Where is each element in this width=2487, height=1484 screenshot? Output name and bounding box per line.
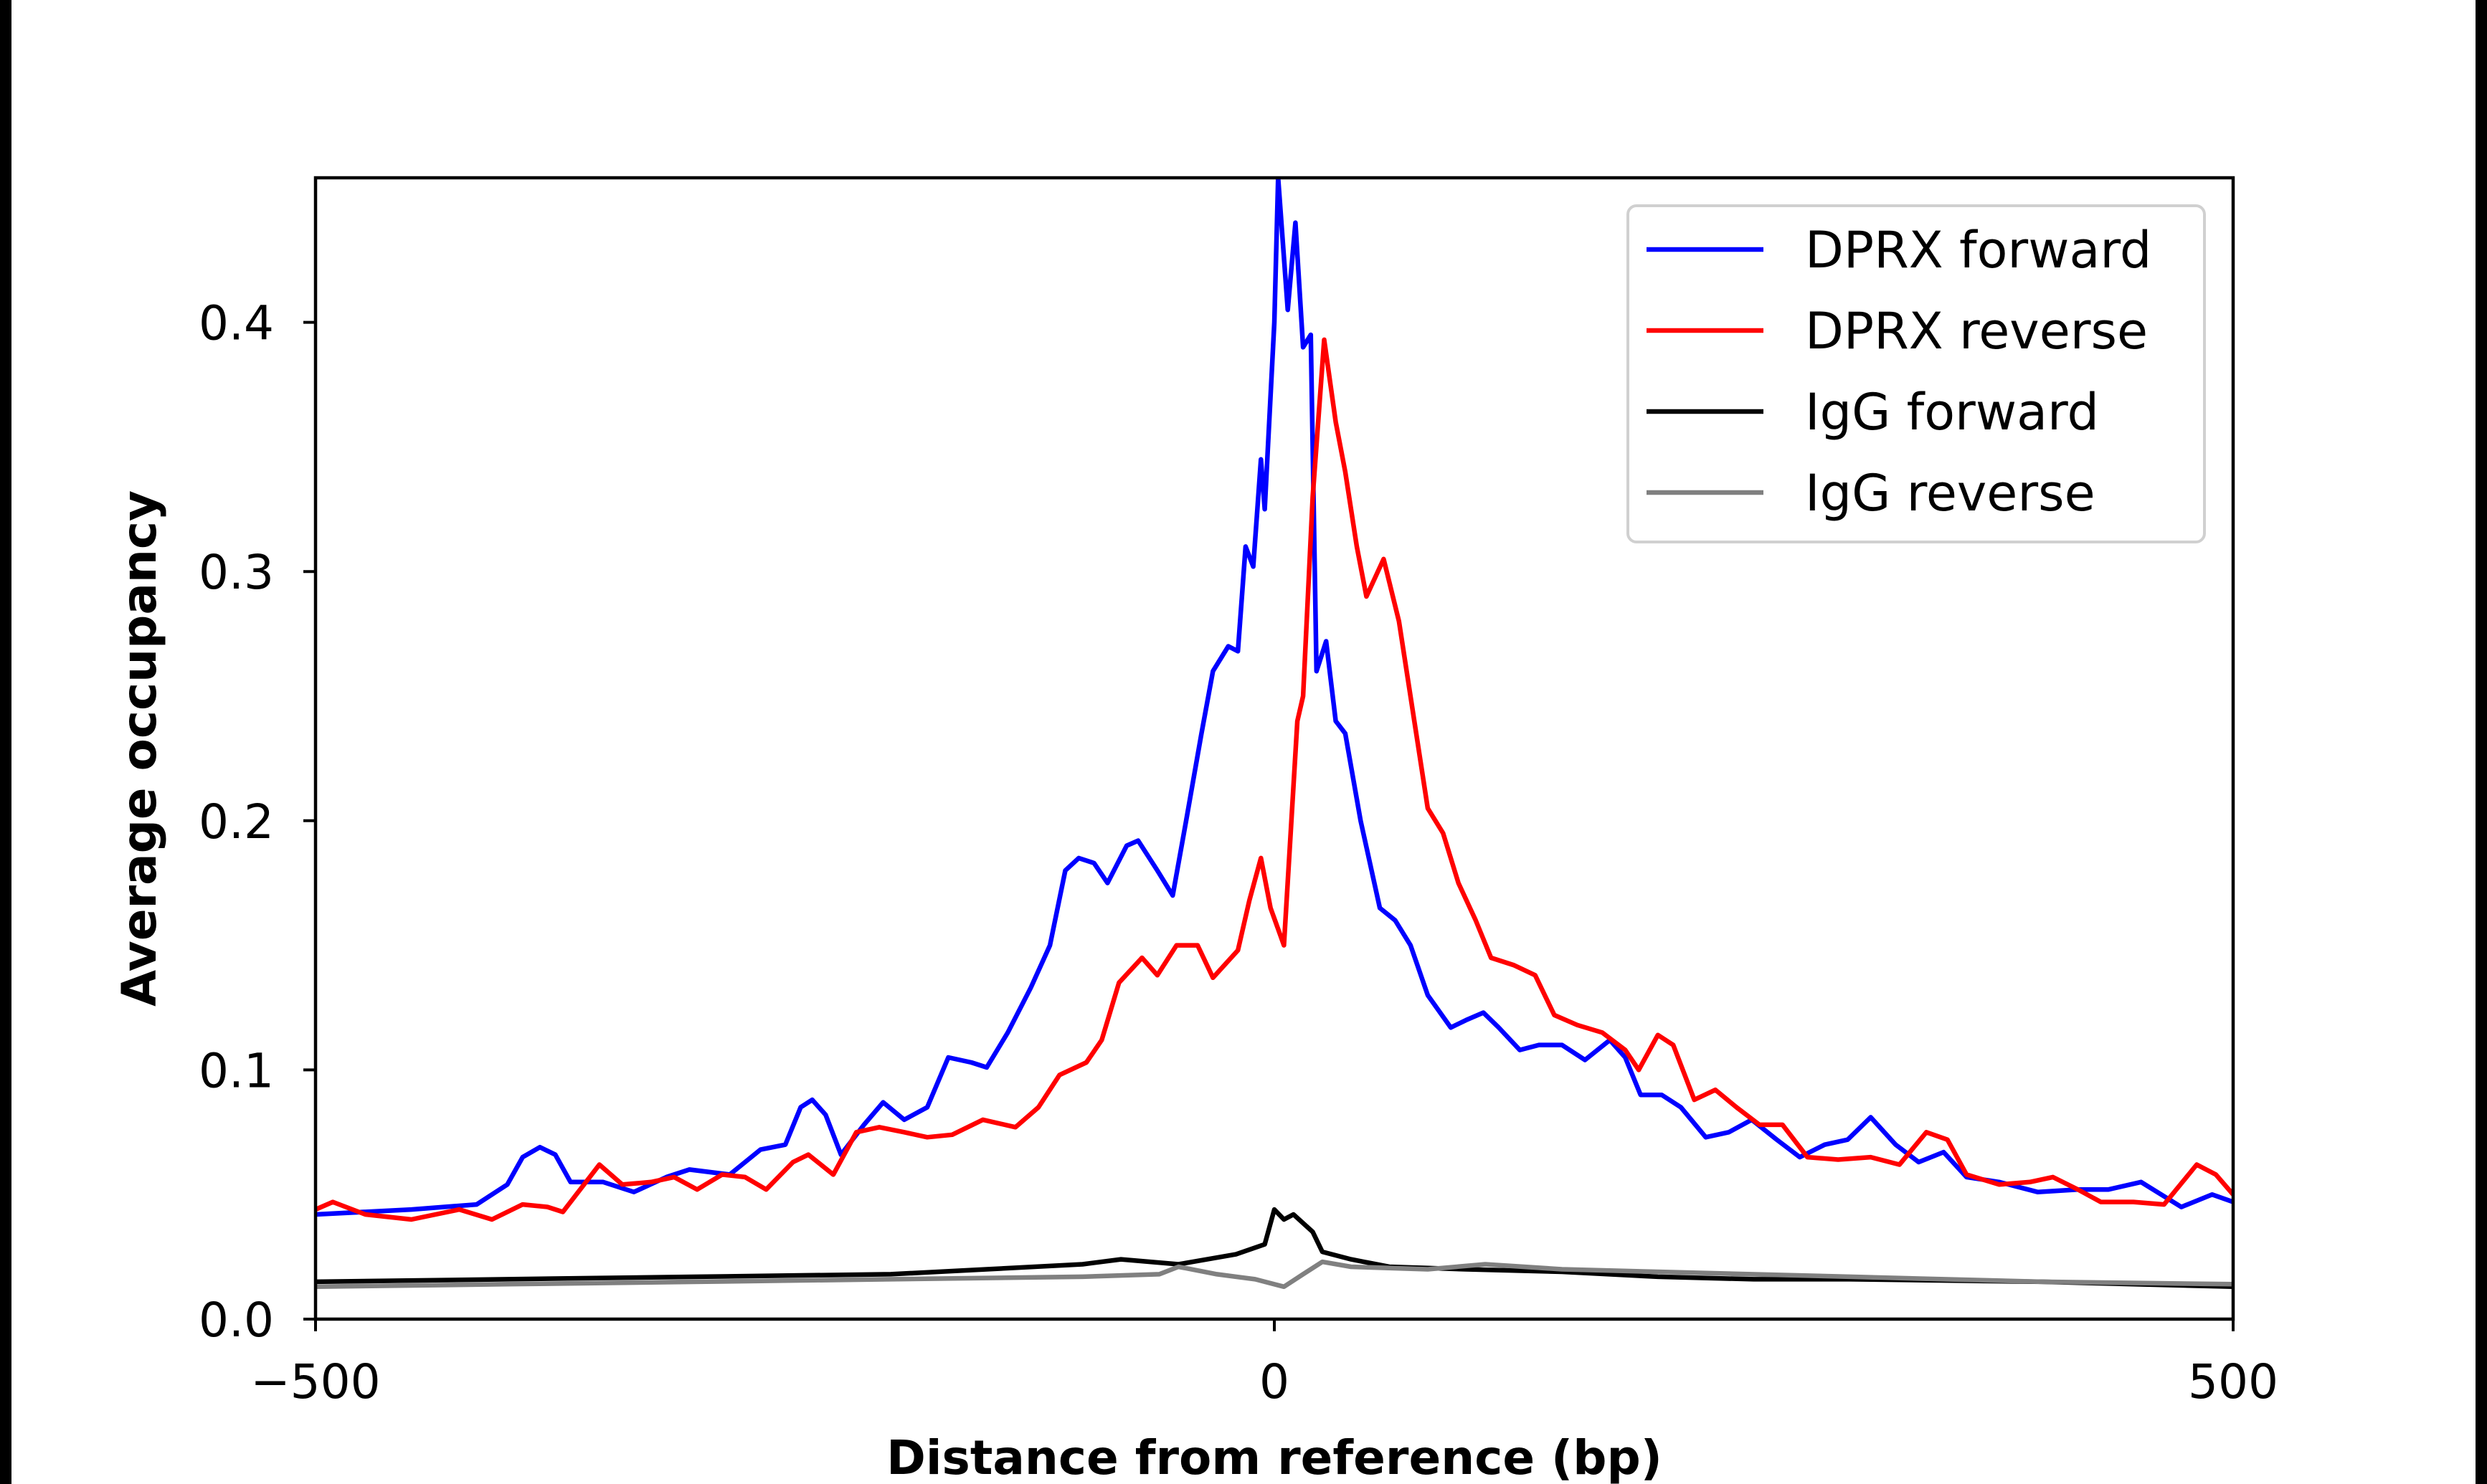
legend: DPRX forward DPRX reverse IgG forward IgG r… [1626,204,2206,543]
y-tick-label: 0.0 [199,1293,274,1348]
legend-label: DPRX reverse [1805,302,2148,361]
legend-label: IgG reverse [1805,464,2095,523]
series-line-igg-reverse [316,1259,2233,1290]
ticks-layer: −500 0 500 0.0 0.1 0.2 0.3 0.4 [199,296,2278,1409]
legend-label: IgG forward [1805,383,2099,442]
y-tick-label: 0.2 [199,794,274,850]
series-line-igg-forward [316,1207,2233,1290]
right-border [2476,0,2487,1484]
series-line-dprx-reverse [316,337,2233,1222]
series-layer [316,178,2233,1290]
x-axis-label: Distance from reference (bp) [886,1430,1662,1484]
legend-label: DPRX forward [1805,221,2151,280]
x-tick-label: 500 [2188,1354,2278,1409]
y-tick-label: 0.3 [199,545,274,600]
x-tick-label: −500 [250,1354,380,1409]
left-border [0,0,11,1484]
series-line-dprx-forward [316,178,2233,1217]
y-tick-label: 0.1 [199,1043,274,1098]
y-tick-label: 0.4 [199,296,274,351]
legend-box [1626,204,2206,543]
x-tick-label: 0 [1259,1354,1289,1409]
y-axis-label: Average occupancy [112,490,167,1007]
